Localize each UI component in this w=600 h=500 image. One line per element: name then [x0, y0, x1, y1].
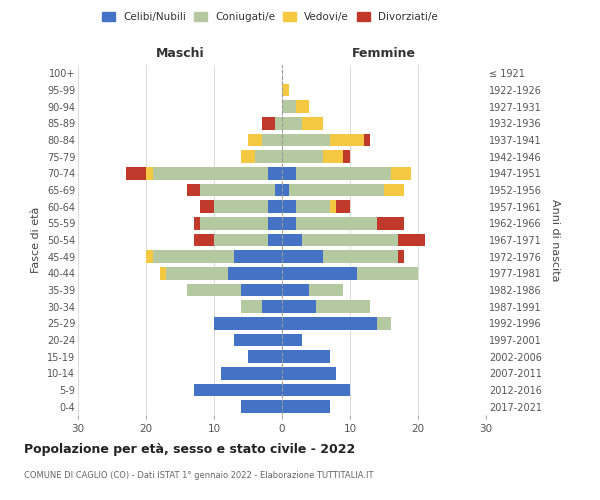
- Bar: [398, 250, 404, 263]
- Bar: [214, 317, 282, 330]
- Legend: Celibi/Nubili, Coniugati/e, Vedovi/e, Divorziati/e: Celibi/Nubili, Coniugati/e, Vedovi/e, Di…: [98, 8, 442, 26]
- Bar: [296, 217, 377, 230]
- Bar: [248, 350, 282, 363]
- Bar: [282, 200, 296, 213]
- Bar: [323, 150, 343, 163]
- Bar: [241, 284, 282, 296]
- Bar: [194, 234, 214, 246]
- Text: Popolazione per età, sesso e stato civile - 2022: Popolazione per età, sesso e stato civil…: [24, 442, 355, 456]
- Bar: [398, 234, 425, 246]
- Bar: [282, 150, 323, 163]
- Y-axis label: Anni di nascita: Anni di nascita: [550, 198, 560, 281]
- Bar: [275, 184, 282, 196]
- Bar: [194, 384, 282, 396]
- Text: Maschi: Maschi: [155, 47, 205, 60]
- Bar: [268, 217, 282, 230]
- Bar: [323, 250, 398, 263]
- Bar: [282, 250, 323, 263]
- Text: Femmine: Femmine: [352, 47, 416, 60]
- Bar: [146, 250, 153, 263]
- Bar: [153, 167, 268, 179]
- Bar: [289, 184, 384, 196]
- Bar: [391, 167, 411, 179]
- Bar: [282, 317, 377, 330]
- Bar: [282, 334, 302, 346]
- Bar: [194, 217, 200, 230]
- Bar: [187, 184, 200, 196]
- Bar: [125, 167, 146, 179]
- Bar: [282, 134, 329, 146]
- Bar: [160, 267, 166, 280]
- Bar: [282, 350, 329, 363]
- Bar: [200, 184, 275, 196]
- Bar: [364, 134, 370, 146]
- Bar: [377, 317, 391, 330]
- Bar: [221, 367, 282, 380]
- Bar: [282, 100, 296, 113]
- Bar: [309, 284, 343, 296]
- Bar: [166, 267, 227, 280]
- Bar: [200, 217, 268, 230]
- Bar: [235, 250, 282, 263]
- Bar: [262, 300, 282, 313]
- Text: COMUNE DI CAGLIO (CO) - Dati ISTAT 1° gennaio 2022 - Elaborazione TUTTITALIA.IT: COMUNE DI CAGLIO (CO) - Dati ISTAT 1° ge…: [24, 471, 373, 480]
- Bar: [343, 150, 350, 163]
- Bar: [377, 217, 404, 230]
- Bar: [282, 400, 329, 413]
- Bar: [241, 150, 255, 163]
- Bar: [296, 200, 329, 213]
- Bar: [187, 284, 241, 296]
- Bar: [337, 200, 350, 213]
- Bar: [282, 267, 357, 280]
- Bar: [282, 117, 302, 130]
- Bar: [200, 200, 214, 213]
- Bar: [262, 117, 275, 130]
- Bar: [282, 217, 296, 230]
- Bar: [235, 334, 282, 346]
- Bar: [316, 300, 370, 313]
- Bar: [275, 117, 282, 130]
- Bar: [214, 200, 268, 213]
- Bar: [282, 384, 350, 396]
- Bar: [296, 100, 309, 113]
- Bar: [153, 250, 235, 263]
- Bar: [282, 300, 316, 313]
- Bar: [241, 400, 282, 413]
- Bar: [268, 200, 282, 213]
- Bar: [227, 267, 282, 280]
- Bar: [214, 234, 268, 246]
- Bar: [282, 284, 309, 296]
- Bar: [296, 167, 391, 179]
- Bar: [302, 117, 323, 130]
- Bar: [302, 234, 398, 246]
- Bar: [248, 134, 262, 146]
- Bar: [282, 167, 296, 179]
- Bar: [241, 300, 262, 313]
- Bar: [329, 134, 364, 146]
- Bar: [262, 134, 282, 146]
- Y-axis label: Fasce di età: Fasce di età: [31, 207, 41, 273]
- Bar: [329, 200, 337, 213]
- Bar: [384, 184, 404, 196]
- Bar: [282, 184, 289, 196]
- Bar: [282, 84, 289, 96]
- Bar: [268, 167, 282, 179]
- Bar: [282, 234, 302, 246]
- Bar: [282, 367, 337, 380]
- Bar: [268, 234, 282, 246]
- Bar: [357, 267, 418, 280]
- Bar: [146, 167, 153, 179]
- Bar: [255, 150, 282, 163]
